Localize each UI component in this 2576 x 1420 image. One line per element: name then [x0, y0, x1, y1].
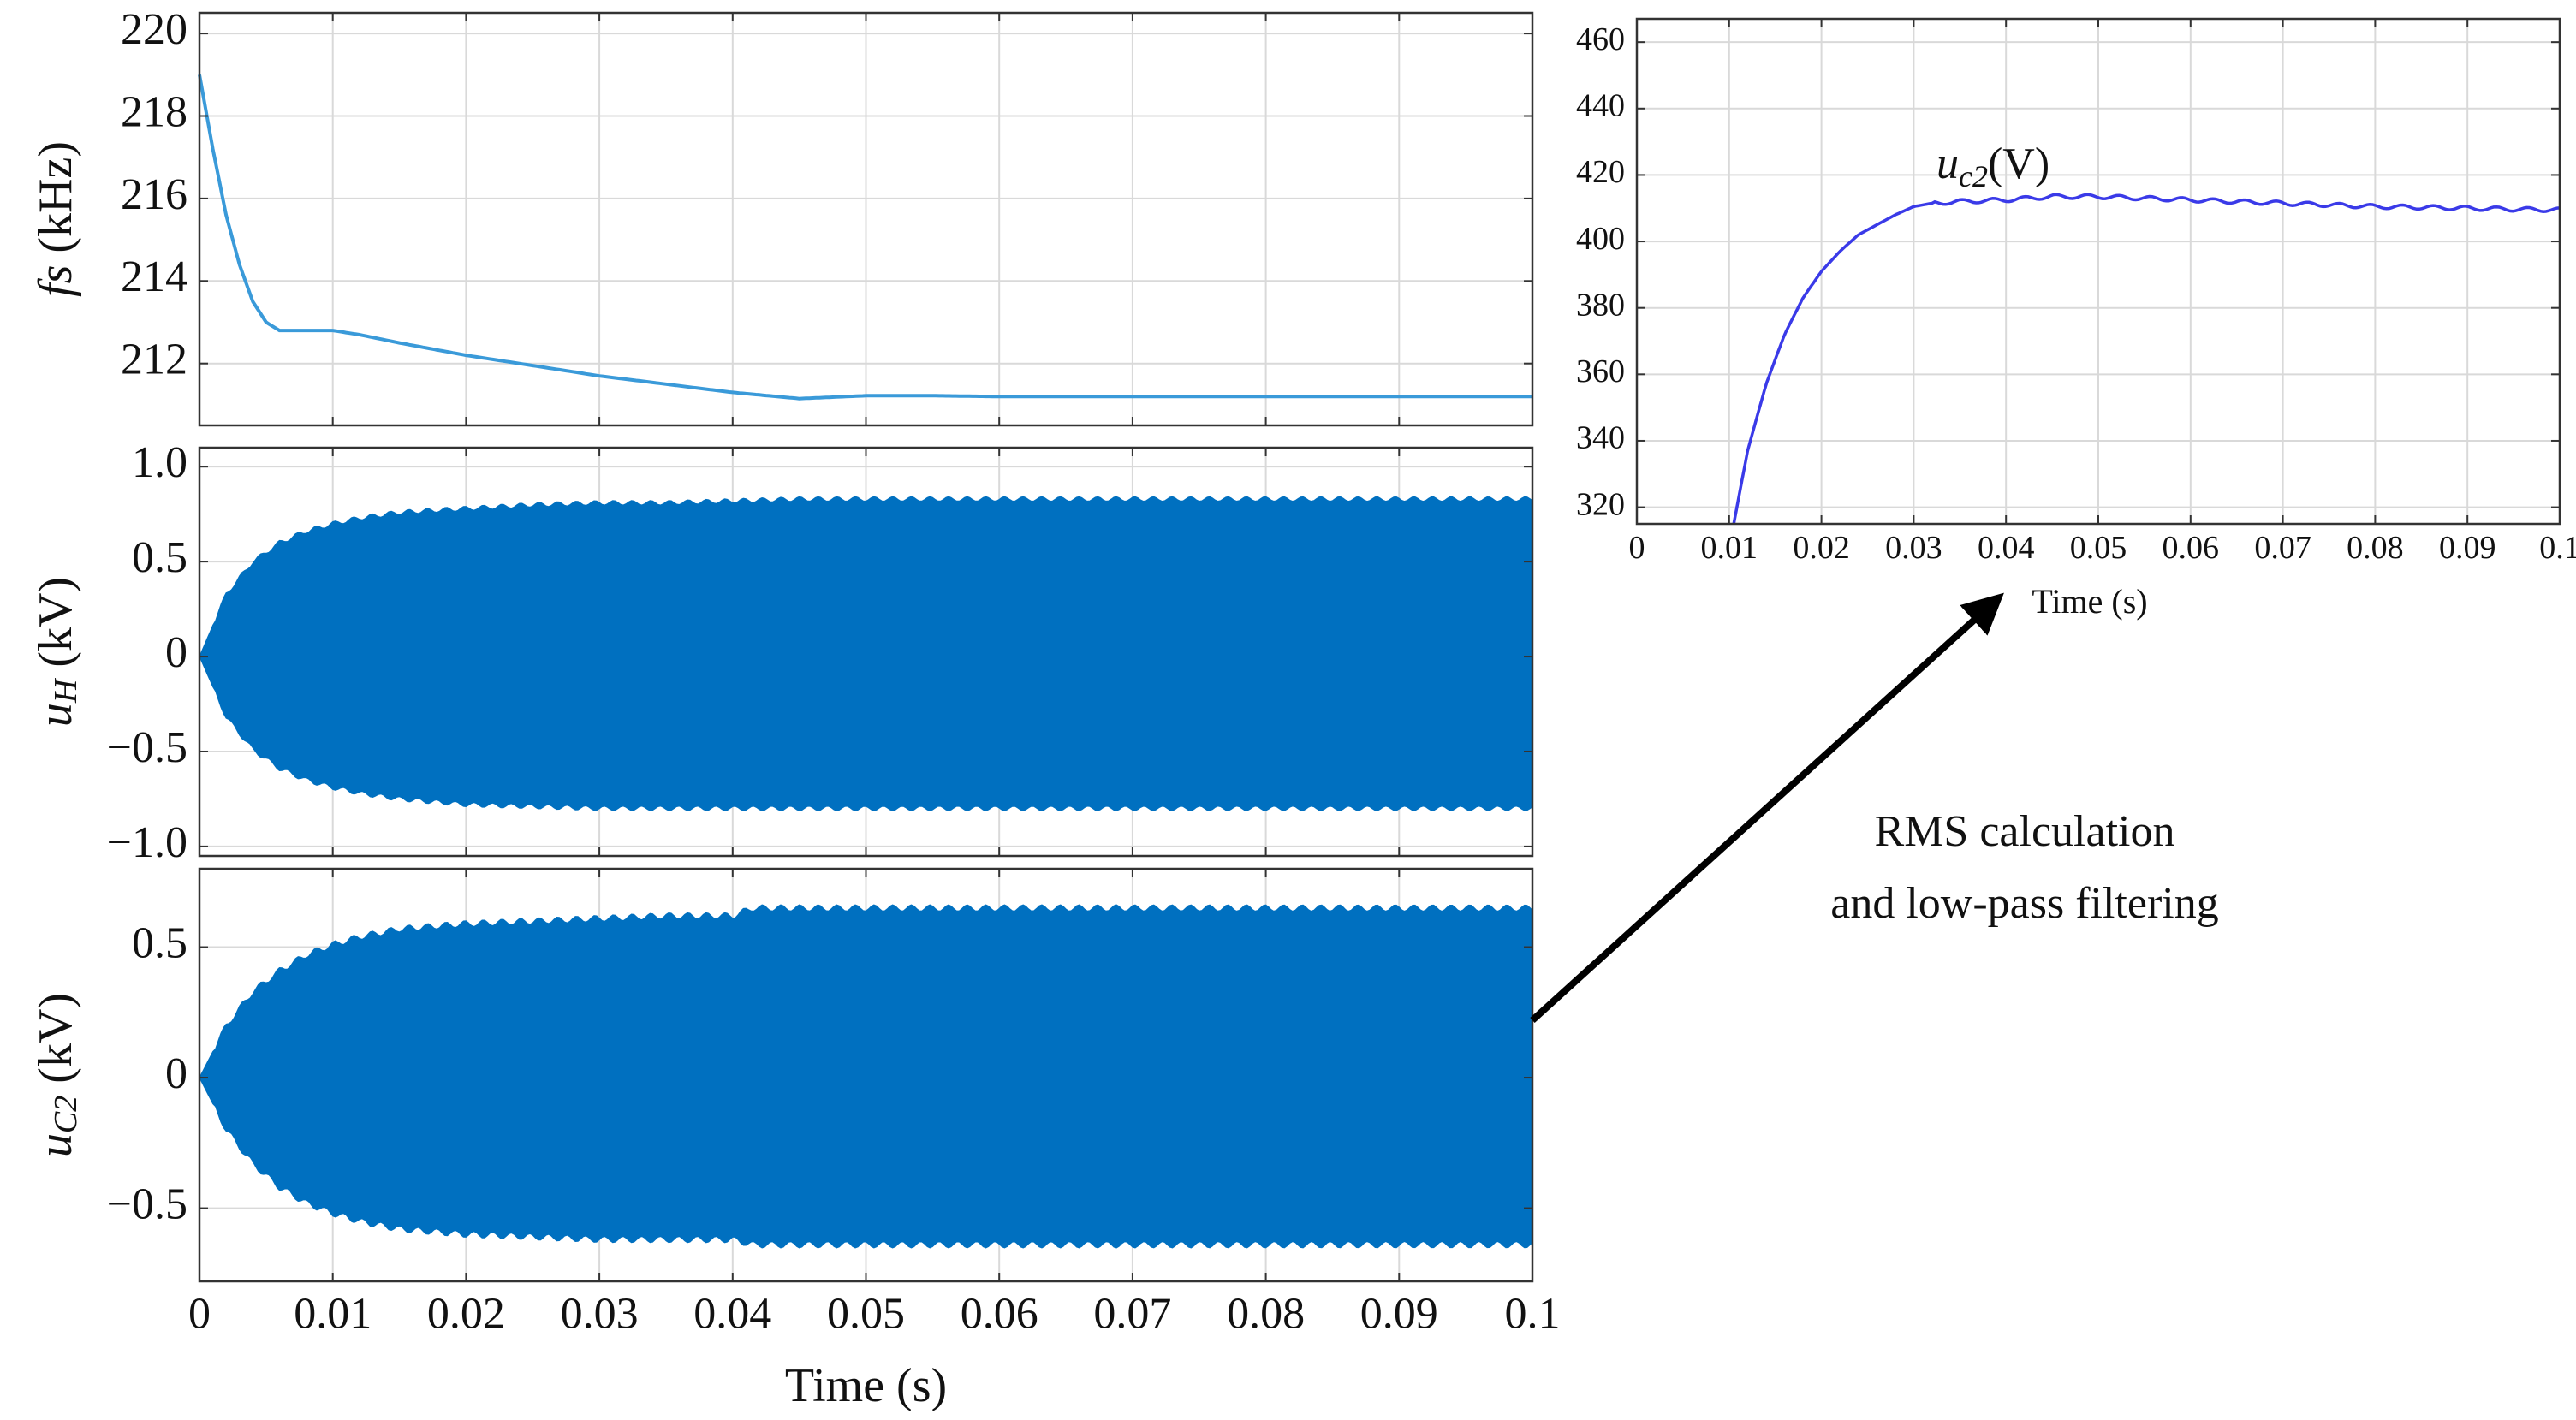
uC2-ytick-label: 0 [165, 1049, 187, 1098]
fs-ylabel: fs (kHz) [29, 141, 82, 297]
uC2-panel: 0.5 0 −0.5 0 0.01 0.02 0.03 0.04 0.05 0.06 0.07 0.0… [29, 867, 1561, 1412]
uc2-rms-series-line [1732, 193, 2561, 525]
uH-panel: 1.0 0.5 0 −0.5 −1.0 uH (kV) [29, 438, 1534, 867]
uC2-xtick-label: 0.07 [1093, 1290, 1171, 1339]
uC2-waveform-envelope [199, 904, 1533, 1249]
fs-ytick-label: 220 [121, 5, 187, 54]
uc2_rms-ytick-label: 460 [1576, 21, 1625, 57]
uC2-xtick-label: 0.1 [1505, 1290, 1561, 1339]
uH-ytick-label: 1.0 [132, 438, 187, 487]
uC2-xlabel: Time (s) [785, 1359, 947, 1412]
uC2-xtick-label: 0.03 [561, 1290, 639, 1339]
annotation-line-1: RMS calculation [1874, 807, 2175, 856]
filter-arrow [1530, 592, 2004, 1023]
uc2_rms-xtick-label: 0.1 [2539, 530, 2576, 566]
uC2-xtick-label: 0 [188, 1290, 211, 1339]
uH-ytick-label: 0.5 [132, 533, 187, 582]
uc2_rms-ytick-label: 440 [1576, 88, 1625, 124]
fs-panel: 212 214 216 218 220 fs (kHz) [29, 5, 1534, 427]
uH-ytick-label: 0 [165, 628, 187, 677]
uc2_rms-xtick-label: 0.07 [2254, 530, 2311, 566]
uH-ytick-label: −0.5 [107, 723, 187, 772]
uC2-ylabel: uC2 (kV) [29, 993, 84, 1157]
uc2-rms-series-label: uc2(V) [1936, 140, 2049, 193]
uH-ylabel: uH (kV) [29, 577, 84, 727]
uC2-xtick-label: 0.02 [427, 1290, 505, 1339]
uc2_rms-ytick-label: 420 [1576, 154, 1625, 190]
uc2_rms-ytick-label: 380 [1576, 287, 1625, 323]
uC2-xtick-label: 0.01 [294, 1290, 372, 1339]
uc2_rms-xtick-label: 0.03 [1885, 530, 1942, 566]
uc2_rms-xtick-label: 0 [1629, 530, 1645, 566]
fs-ytick-label: 218 [121, 87, 187, 136]
uH-waveform-envelope [199, 496, 1533, 811]
uC2-xtick-label: 0.08 [1227, 1290, 1305, 1339]
uc2_rms-xtick-label: 0.01 [1701, 530, 1758, 566]
uc2_rms-xtick-label: 0.09 [2439, 530, 2496, 566]
uc2_rms-ytick-label: 360 [1576, 354, 1625, 389]
uc2_rms-xtick-label: 0.04 [1978, 530, 2035, 566]
uc2_rms-xtick-label: 0.05 [2070, 530, 2127, 566]
uc2-rms-xlabel: Time (s) [2032, 582, 2147, 621]
uc2_rms-xtick-label: 0.08 [2347, 530, 2404, 566]
uC2-xtick-label: 0.05 [827, 1290, 905, 1339]
uc2-rms-panel: 320 340 360 380 400 420 440 460 0 0.01 0.02 0.03 0.0… [1576, 17, 2576, 621]
uC2-xtick-label: 0.04 [693, 1290, 771, 1339]
uC2-xtick-label: 0.09 [1360, 1290, 1438, 1339]
fs-ytick-label: 214 [121, 253, 187, 301]
fs-ytick-label: 212 [121, 336, 187, 384]
uH-ytick-label: −1.0 [107, 818, 187, 867]
annotation-line-2: and low-pass filtering [1830, 879, 2219, 928]
uc2_rms-xtick-label: 0.06 [2163, 530, 2220, 566]
uc2_rms-ytick-label: 400 [1576, 221, 1625, 257]
uC2-ytick-label: 0.5 [132, 918, 187, 967]
filter-annotation: RMS calculation and low-pass filtering [1746, 796, 2303, 940]
fs-ytick-label: 216 [121, 170, 187, 219]
uc2_rms-ytick-label: 320 [1576, 486, 1625, 522]
uc2_rms-xtick-label: 0.02 [1793, 530, 1850, 566]
fs-series-line [198, 74, 1532, 401]
uc2_rms-ytick-label: 340 [1576, 420, 1625, 456]
uC2-xtick-label: 0.06 [961, 1290, 1038, 1339]
uC2-ytick-label: −0.5 [107, 1180, 187, 1229]
